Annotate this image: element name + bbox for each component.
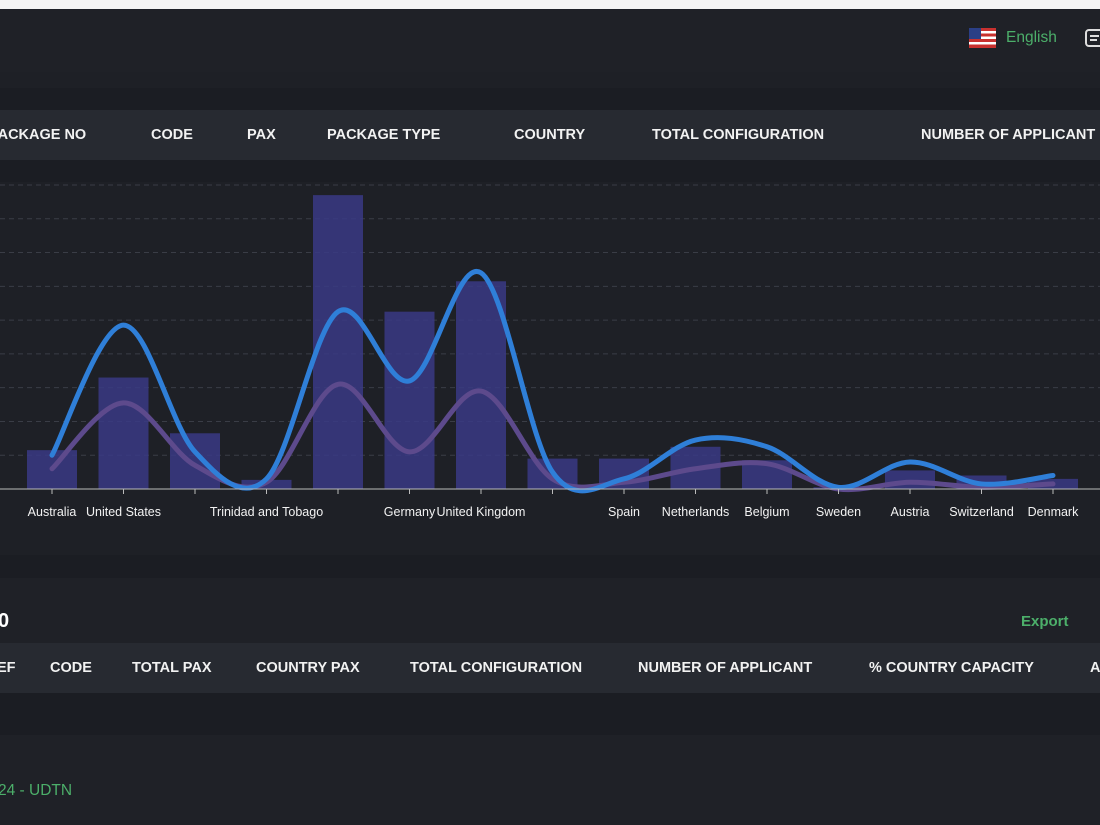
bar (98, 377, 149, 489)
x-tick-label: Spain (608, 505, 640, 519)
x-tick-label: Switzerland (949, 505, 1014, 519)
flag-icon[interactable] (969, 28, 996, 48)
x-tick-label: Trinidad and Tobago (210, 505, 323, 519)
export-button[interactable]: Export (1021, 613, 1069, 630)
table-header: PACKAGE NO CODE PAX PACKAGE TYPE COUNTRY TOTA… (0, 110, 1100, 160)
x-tick-label: Netherlands (662, 505, 729, 519)
chart-panel: Australia United States Trinidad and Tobag… (0, 182, 1100, 555)
column-header: NUMBER OF APPLICANT (638, 660, 813, 676)
column-header: TOTAL CONFIGURATION (410, 660, 583, 676)
table-header: EF CODE TOTAL PAX COUNTRY PAX TOTAL CONFIGUR… (0, 643, 1100, 693)
column-header: COUNTRY (514, 127, 586, 143)
list-section: 24 - UDTN (0, 735, 1100, 825)
x-tick-label: Denmark (1028, 505, 1079, 519)
column-header: PAX (247, 127, 276, 143)
card-title: 0 (0, 610, 10, 632)
bar (456, 281, 506, 489)
line-series (49, 381, 1056, 493)
column-header: % COUNTRY CAPACITY (869, 660, 1034, 676)
menu-icon[interactable] (1085, 29, 1100, 49)
column-header: PACKAGE NO (0, 127, 87, 143)
x-tick-label: Austria (891, 505, 930, 519)
x-tick-label: Germany (384, 505, 436, 519)
bar (384, 311, 435, 489)
language[interactable]: English (1006, 29, 1057, 46)
x-tick-label: United Kingdom (437, 505, 526, 519)
x-tick-label: United States (86, 505, 161, 519)
line-series (49, 268, 1056, 494)
column-header: CODE (151, 127, 193, 143)
column-header: COUNTRY PAX (256, 660, 360, 676)
column-header: CODE (50, 660, 92, 676)
column-header: PACKAGE TYPE (327, 127, 441, 143)
chart: Australia United States Trinidad and Tobag… (0, 184, 1100, 519)
column-header: NUMBER OF APPLICANT (921, 127, 1096, 143)
column-header: EF (0, 660, 16, 676)
column-header: A (1090, 660, 1100, 676)
bar (170, 433, 220, 489)
column-header: TOTAL CONFIGURATION (652, 127, 825, 143)
top-bar: English (0, 9, 1100, 72)
browser-strip (0, 0, 1100, 9)
x-tick-label: Belgium (744, 505, 789, 519)
column-header: TOTAL PAX (132, 660, 212, 676)
band (0, 72, 1100, 88)
x-tick-label: Sweden (816, 505, 861, 519)
x-tick-label: Australia (28, 505, 77, 519)
card: 0 Export EF CODE TOTAL PAX COUNTRY PAX TOTAL… (0, 578, 1100, 693)
list-item[interactable]: 24 - UDTN (0, 782, 73, 799)
